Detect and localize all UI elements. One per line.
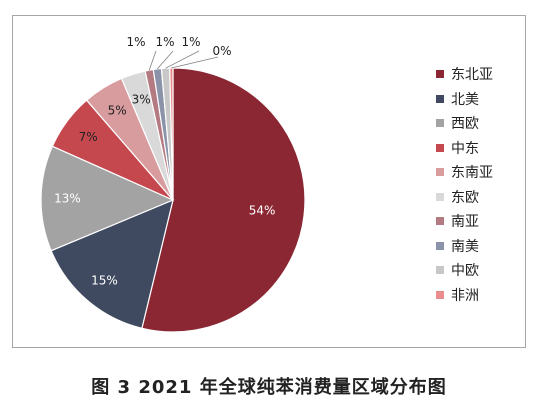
- legend-item: 东北亚: [436, 62, 493, 87]
- legend-label: 西欧: [451, 116, 479, 133]
- legend-label: 中欧: [451, 263, 479, 280]
- legend-item: 中东: [436, 136, 493, 161]
- legend-label: 东北亚: [451, 67, 493, 84]
- legend-item: 非洲: [436, 283, 493, 308]
- chart-legend: 东北亚北美西欧中东东南亚东欧南亚南美中欧非洲: [436, 62, 493, 307]
- leader-line: [165, 50, 200, 69]
- legend-item: 北美: [436, 87, 493, 112]
- legend-swatch: [436, 217, 444, 226]
- slice-value-label: 1%: [181, 35, 200, 49]
- legend-swatch: [436, 119, 444, 128]
- legend-label: 非洲: [451, 287, 479, 304]
- pie-chart: 54% 15% 13% 7% 5% 3% 1% 1% 1% 0%: [40, 35, 306, 333]
- legend-swatch: [436, 192, 444, 201]
- slice-value-label: 54%: [249, 204, 276, 218]
- legend-item: 南美: [436, 234, 493, 259]
- slice-value-label: 1%: [155, 35, 174, 49]
- legend-swatch: [436, 266, 444, 275]
- legend-swatch: [436, 168, 444, 177]
- slice-value-label: 5%: [108, 103, 127, 117]
- figure-caption: 图 3 2021 年全球纯苯消费量区域分布图: [91, 377, 447, 398]
- slice-value-label: 13%: [54, 192, 81, 206]
- legend-swatch: [436, 290, 444, 299]
- legend-label: 北美: [451, 91, 479, 108]
- legend-item: 东南亚: [436, 160, 493, 185]
- legend-item: 东欧: [436, 185, 493, 210]
- legend-label: 南美: [451, 238, 479, 255]
- pie-slice: [50, 198, 174, 330]
- legend-label: 东欧: [451, 189, 479, 206]
- slice-value-label: 0%: [212, 44, 231, 58]
- pie-slice: [40, 145, 175, 252]
- legend-label: 中东: [451, 140, 479, 157]
- legend-item: 南亚: [436, 209, 493, 234]
- pie-slice: [141, 67, 306, 333]
- leader-line: [171, 56, 219, 69]
- legend-swatch: [436, 70, 444, 79]
- legend-label: 东南亚: [451, 165, 493, 182]
- legend-item: 西欧: [436, 111, 493, 136]
- leader-line: [156, 50, 174, 70]
- leader-line: [148, 50, 157, 71]
- legend-label: 南亚: [451, 214, 479, 231]
- chart-frame: 54% 15% 13% 7% 5% 3% 1% 1% 1% 0% 东北亚北美西欧中东东南亚东欧南亚…: [12, 15, 526, 348]
- legend-item: 中欧: [436, 258, 493, 283]
- slice-value-label: 7%: [79, 130, 98, 144]
- legend-swatch: [436, 241, 444, 250]
- slice-value-label: 1%: [126, 35, 145, 49]
- slice-value-label: 15%: [91, 273, 118, 287]
- slice-value-label: 3%: [132, 92, 151, 106]
- legend-swatch: [436, 143, 444, 152]
- legend-swatch: [436, 94, 444, 103]
